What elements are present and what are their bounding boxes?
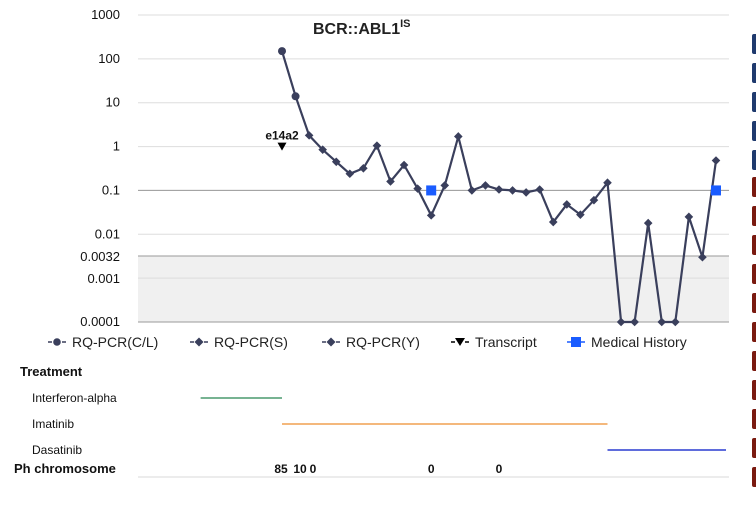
rq-pcr-s-point (603, 178, 612, 188)
y-tick-label: 1 (113, 139, 120, 154)
rq-pcr-s-point (576, 210, 585, 219)
chart-title: BCR::ABL1IS (313, 18, 411, 38)
rq-pcr-s-point (345, 169, 355, 179)
ph-value: 0 (428, 462, 435, 476)
edge-tab[interactable] (752, 467, 756, 487)
edge-tab[interactable] (752, 34, 756, 54)
edge-tab[interactable] (752, 121, 756, 141)
rq-pcr-s-point (331, 157, 341, 167)
rq-pcr-s-point (426, 211, 436, 220)
rq-pcr-s-point (562, 200, 572, 209)
y-tick-label: 0.1 (102, 182, 120, 197)
transcript-label: e14a2 (265, 129, 299, 143)
treatment-label: Dasatinib (32, 443, 82, 457)
legend-label: RQ-PCR(S) (214, 334, 288, 350)
rq-pcr-s-point (630, 317, 639, 327)
rq-pcr-s-point (671, 317, 680, 327)
legend-circle-marker (53, 338, 61, 346)
rq-pcr-s-point (399, 160, 409, 170)
legend-square-marker (571, 337, 581, 347)
rq-pcr-cl-point (278, 47, 286, 56)
legend-item: RQ-PCR(Y) (322, 334, 420, 350)
rq-pcr-s-point (372, 141, 382, 150)
rq-pcr-s-point (318, 145, 327, 154)
rq-pcr-s-point (386, 177, 395, 186)
y-tick-label: 1000 (91, 7, 120, 22)
legend-triangle-marker (455, 338, 465, 346)
y-tick-label: 0.0001 (80, 314, 120, 329)
rq-pcr-s-point (440, 181, 450, 190)
y-tick-label: 0.001 (87, 271, 120, 286)
ph-value: 85 (274, 462, 288, 476)
legend-label: RQ-PCR(C/L) (72, 334, 158, 350)
edge-tab[interactable] (752, 264, 756, 284)
rq-pcr-s-point (643, 218, 653, 228)
edge-tab[interactable] (752, 438, 756, 458)
legend: RQ-PCR(C/L) RQ-PCR(S) RQ-PCR(Y) Transcript M… (48, 334, 687, 350)
ph-value: 10 (293, 462, 307, 476)
rq-pcr-s-point (657, 317, 667, 327)
rq-pcr-s-point (535, 185, 544, 194)
medical-history-marker (711, 185, 721, 196)
legend-item: Medical History (567, 334, 687, 350)
y-tick-label: 10 (106, 95, 120, 110)
series-layer: e14a2 (265, 47, 721, 327)
rq-pcr-s-point (684, 212, 694, 222)
edge-tab[interactable] (752, 206, 756, 226)
edge-tab[interactable] (752, 351, 756, 371)
edge-tab[interactable] (752, 235, 756, 255)
rq-pcr-s-point (711, 156, 721, 165)
treatment-label: Interferon-alpha (32, 391, 117, 405)
rq-pcr-s-point (413, 184, 422, 193)
legend-label: Medical History (591, 334, 687, 350)
rq-pcr-s-point (304, 131, 314, 140)
treatment-panel: Treatment Interferon-alpha Imatinib Dasatin… (14, 364, 729, 478)
low-level-band (138, 255, 729, 322)
legend-item: RQ-PCR(C/L) (48, 334, 158, 350)
legend-diamond-marker (326, 337, 336, 347)
treatment-heading: Treatment (20, 364, 83, 379)
edge-tab[interactable] (752, 322, 756, 342)
transcript-marker (277, 142, 287, 151)
rq-pcr-s-point (359, 163, 368, 173)
treatment-label: Imatinib (32, 417, 74, 431)
legend-item: RQ-PCR(S) (190, 334, 288, 350)
rq-pcr-s-point (467, 186, 477, 195)
legend-diamond-marker (194, 337, 204, 347)
ph-chromosome-heading: Ph chromosome (14, 461, 116, 476)
edge-tab[interactable] (752, 409, 756, 429)
edge-tab[interactable] (752, 293, 756, 313)
ph-value: 0 (496, 462, 503, 476)
edge-tab[interactable] (752, 150, 756, 170)
rq-pcr-s-point (616, 317, 626, 327)
legend-label: Transcript (475, 334, 537, 350)
y-tick-label: 100 (98, 51, 120, 66)
ph-value: 0 (310, 462, 317, 476)
rq-pcr-s-point (494, 185, 504, 194)
rq-pcr-s-point (454, 132, 463, 141)
y-axis: 1000 100 10 1 0.1 0.01 0.0032 0.001 0.0001 (80, 7, 120, 329)
edge-tab[interactable] (752, 63, 756, 83)
rq-pcr-s-point (508, 186, 517, 195)
medical-history-marker (426, 185, 437, 196)
rq-pcr-s-point (548, 217, 558, 227)
y-tick-label: 0.0032 (80, 249, 120, 264)
edge-tab[interactable] (752, 92, 756, 112)
rq-pcr-s-point (589, 195, 599, 205)
y-tick-label: 0.01 (95, 226, 120, 241)
rq-pcr-s-point (698, 252, 707, 262)
rq-pcr-s-point (521, 188, 531, 197)
legend-label: RQ-PCR(Y) (346, 334, 420, 350)
edge-tab[interactable] (752, 177, 756, 197)
legend-item: Transcript (451, 334, 537, 350)
rq-pcr-cl-point (291, 92, 300, 101)
edge-tab[interactable] (752, 380, 756, 400)
rq-pcr-s-point (481, 181, 490, 190)
